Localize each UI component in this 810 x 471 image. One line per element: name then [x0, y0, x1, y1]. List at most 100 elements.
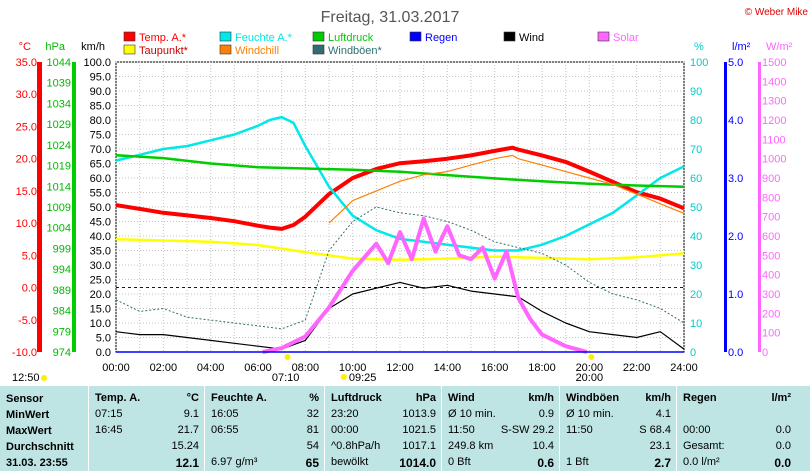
axis-tick-pressure: 1009	[47, 202, 71, 214]
pressure-max-time: 00:00	[331, 424, 359, 436]
axis-tick-wind: 65.0	[90, 159, 111, 171]
x-tick-label: 20:00	[576, 362, 604, 374]
gust-row4-label: 1 Bft	[566, 456, 589, 468]
sunrise-icon	[284, 354, 291, 360]
stats-col-gust: Windböen km/h Ø 10 min. 4.1 11:50 S 68.4…	[559, 386, 677, 471]
rain-row2-value: 0.0	[775, 424, 791, 436]
axis-tick-solar: 900	[762, 173, 780, 185]
axis-tick-temp: 5.0	[22, 250, 37, 262]
axis-tick-temp: 25.0	[16, 121, 37, 133]
axis-tick-wind: 20.0	[90, 289, 111, 301]
rain-axis-bar	[724, 62, 727, 352]
axis-tick-temp: 30.0	[16, 89, 37, 101]
gust-current: 2.7	[654, 456, 671, 470]
gust-row1-value: 4.1	[655, 408, 671, 420]
legend-label: Windchill	[235, 45, 279, 57]
stats-col-wind: Wind km/h Ø 10 min. 0.9 11:50 S-SW 29.2 …	[441, 386, 560, 471]
rain-row2-label: 00:00	[683, 424, 711, 436]
pressure-trend: ^0.8hPa/h	[331, 440, 381, 452]
legend-swatch	[123, 31, 136, 42]
axis-tick-temp: -10.0	[12, 347, 37, 359]
stats-label-min: MinWert	[6, 409, 50, 421]
axis-tick-solar: 1200	[762, 115, 786, 127]
axis-tick-pressure: 1019	[47, 161, 71, 173]
axis-tick-humidity: 30	[690, 260, 702, 272]
rain-title: Regen	[683, 392, 717, 404]
axis-tick-wind: 45.0	[90, 217, 111, 229]
humidity-title: Feuchte A.	[211, 392, 267, 404]
stats-col-pressure: Luftdruck hPa 23:20 1013.9 00:00 1021.5 …	[324, 386, 442, 471]
temp-avg: 15.24	[171, 440, 199, 452]
axis-tick-pressure: 1039	[47, 78, 71, 90]
axis-tick-solar: 500	[762, 250, 780, 262]
rain-row4-label: 0.0 l/m²	[683, 456, 720, 468]
series-wind	[115, 281, 685, 350]
wind-row1-label: Ø 10 min.	[448, 408, 496, 420]
gust-row2-label: 11:50	[566, 424, 593, 436]
pressure-title: Luftdruck	[331, 392, 382, 404]
axis-tick-pressure: 1034	[47, 98, 71, 110]
series-temp-a	[115, 145, 685, 231]
sunset-icon	[588, 354, 595, 360]
legend-swatch	[123, 44, 136, 55]
chart-title: Freitag, 31.03.2017	[321, 9, 460, 26]
axis-tick-wind: 5.0	[96, 333, 111, 345]
humidity-absolute: 6.97 g/m³	[211, 456, 258, 468]
humidity-current: 65	[305, 456, 319, 470]
axis-unit-rain: l/m²	[732, 41, 751, 53]
temp-title: Temp. A.	[95, 392, 141, 404]
axis-tick-rain: 5.0	[728, 57, 743, 69]
axis-tick-temp: 0.0	[22, 283, 37, 295]
stats-col-temp: Temp. A. °C 07:15 9.1 16:45 21.7 15.24 1…	[88, 386, 205, 471]
pressure-unit: hPa	[415, 392, 436, 404]
axis-tick-pressure: 1014	[47, 181, 71, 193]
legend-swatch	[503, 31, 516, 42]
weather-chart: 35.0 30.0 25.0 20.0 15.0 10.0 5.0 0.0 -5.0 -10.0 °…	[12, 7, 809, 384]
x-tick-label: 02:00	[150, 362, 178, 374]
humidity-avg: 54	[306, 440, 319, 452]
pressure-axis-bar	[72, 62, 76, 352]
x-tick-label: 00:00	[102, 362, 130, 374]
x-tick-label: 18:00	[528, 362, 556, 374]
axis-tick-temp: 10.0	[16, 218, 37, 230]
axis-tick-solar: 300	[762, 289, 780, 301]
x-tick-label: 14:00	[434, 362, 462, 374]
legend-swatch	[219, 44, 232, 55]
stats-label-avg: Durchschnitt	[6, 441, 74, 453]
series-windchill	[328, 154, 685, 224]
chart-legend: Temp. A.* Feuchte A.* Luftdruck Regen Wind So…	[123, 31, 639, 57]
sun-left-label: 12:50	[12, 372, 40, 384]
axis-tick-humidity: 20	[690, 289, 702, 301]
axis-tick-pressure: 979	[53, 326, 71, 338]
pressure-max: 1021.5	[402, 424, 436, 436]
wind-row2-value: S-SW 29.2	[500, 424, 554, 436]
wind-row1-value: 0.9	[538, 408, 554, 420]
stats-col-humidity: Feuchte A. % 16:05 32 06:55 81 54 6.97 g…	[204, 386, 325, 471]
legend-label: Taupunkt*	[139, 45, 189, 57]
copyright-text: © Weber Mike	[745, 7, 809, 18]
axis-tick-solar: 1500	[762, 57, 786, 69]
axis-tick-humidity: 40	[690, 231, 702, 243]
series-luftdruck	[115, 153, 685, 188]
rain-unit: l/m²	[771, 392, 791, 404]
temp-min-time: 07:15	[95, 408, 123, 420]
axis-tick-solar: 400	[762, 270, 780, 282]
humidity-max: 81	[306, 424, 319, 436]
sun-mid-icon	[340, 374, 347, 380]
axis-tick-humidity: 50	[690, 202, 702, 214]
pressure-min: 1013.9	[402, 408, 436, 420]
axis-tick-wind: 80.0	[90, 115, 111, 127]
axis-tick-solar: 1400	[762, 76, 786, 88]
axis-tick-wind: 30.0	[90, 260, 111, 272]
stats-col-rain: Regen l/m² 00:00 0.0 Gesamt: 0.0 0.0 l/m…	[676, 386, 797, 471]
chart-grid	[115, 61, 685, 353]
humidity-min: 32	[306, 408, 319, 420]
axis-tick-wind: 35.0	[90, 246, 111, 258]
legend-label: Regen	[425, 32, 457, 44]
temp-max: 21.7	[177, 424, 199, 436]
axis-tick-humidity: 70	[690, 144, 702, 156]
axis-unit-solar: W/m²	[766, 41, 793, 53]
legend-label: Solar	[613, 32, 639, 44]
axis-tick-rain: 1.0	[728, 289, 743, 301]
axis-tick-pressure: 1029	[47, 119, 71, 131]
